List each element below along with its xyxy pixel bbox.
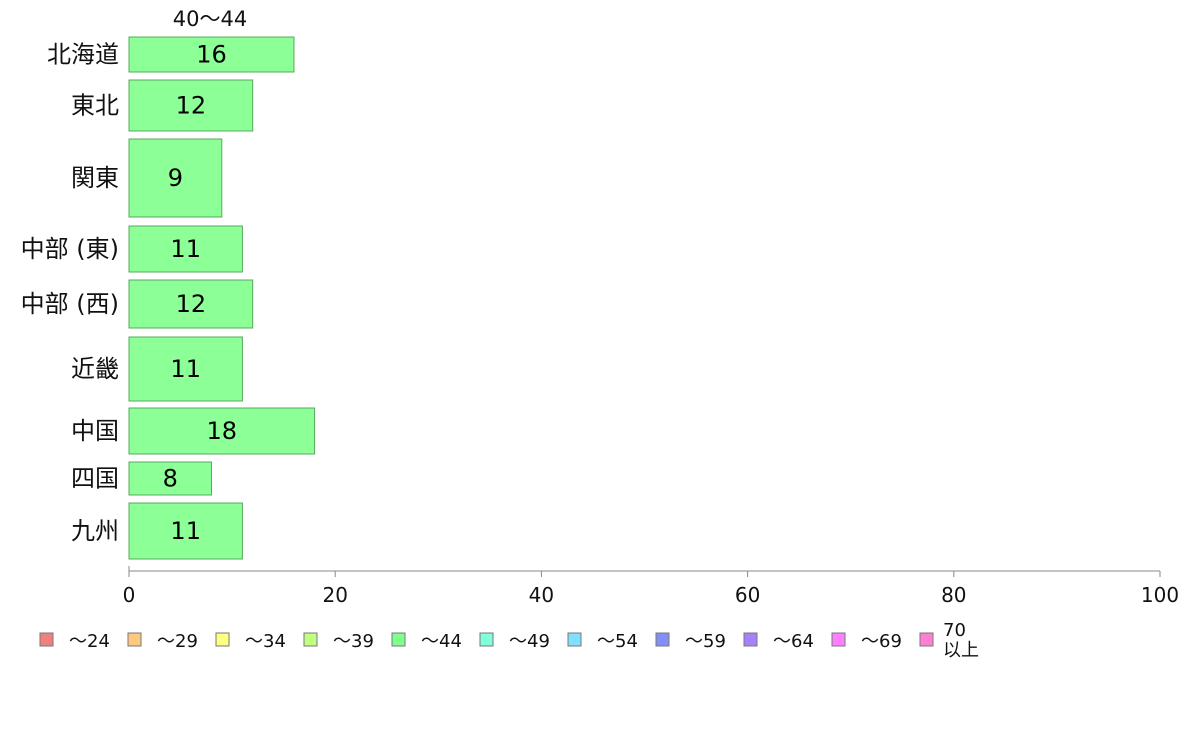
bar-value-label: 8: [163, 465, 178, 493]
x-tick-label: 20: [322, 583, 347, 607]
x-tick-label: 60: [735, 583, 760, 607]
bar-value-label: 11: [170, 355, 201, 383]
legend-swatch: [127, 632, 142, 647]
series-header: 40〜44: [173, 7, 247, 31]
bar: [128, 407, 316, 455]
legend-label: 〜34: [245, 631, 286, 652]
legend-label: 〜49: [509, 631, 550, 652]
x-tick-label: 40: [529, 583, 554, 607]
legend-label: 〜29: [157, 631, 198, 652]
bar: [128, 279, 254, 329]
legend-swatch: [303, 632, 318, 647]
category-label: 四国: [71, 465, 119, 493]
legend-swatch: [39, 632, 54, 647]
category-label: 中国: [71, 417, 119, 445]
legend-swatch: [567, 632, 582, 647]
bar: [128, 502, 243, 560]
legend-swatch: [215, 632, 230, 647]
legend-swatch: [743, 632, 758, 647]
bar-value-label: 11: [170, 235, 201, 263]
bar-value-label: 16: [196, 41, 227, 69]
x-axis: 0 20 40 60 80 100: [123, 566, 1179, 607]
bar-value-label: 11: [170, 517, 201, 545]
category-label: 中部 (東): [21, 235, 119, 263]
legend-swatch: [919, 632, 934, 647]
legend-label: 〜54: [597, 631, 638, 652]
legend-label: 〜69: [861, 631, 902, 652]
legend: 〜24 〜29 〜34 〜39 〜44 〜49 〜54 〜59 〜64 〜69 70 以上: [39, 620, 979, 661]
bar-value-label: 12: [176, 290, 207, 318]
bar-value-label: 18: [207, 417, 238, 445]
legend-label: 〜59: [685, 631, 726, 652]
bar-value-label: 12: [176, 92, 207, 120]
legend-label: 70 以上: [943, 620, 979, 661]
category-label: 近畿: [71, 355, 119, 383]
category-label: 北海道: [47, 41, 119, 69]
legend-swatch: [831, 632, 846, 647]
legend-swatch: [479, 632, 494, 647]
bar: [128, 225, 243, 273]
x-tick-label: 0: [123, 583, 136, 607]
legend-label: 〜64: [773, 631, 814, 652]
bars-group: 北海道 16 東北 12 関東 9 中部 (東) 11 中部 (西) 12 近畿 11 中国 18 四国 8 九…: [21, 36, 316, 560]
x-tick-label: 100: [1141, 583, 1179, 607]
bar-value-label: 9: [168, 164, 183, 192]
x-tick-label: 80: [941, 583, 966, 607]
bar: [128, 461, 212, 496]
bar: [128, 79, 254, 132]
legend-swatch: [391, 632, 406, 647]
category-label: 東北: [71, 92, 119, 120]
category-label: 関東: [71, 164, 119, 192]
legend-label: 〜44: [421, 631, 462, 652]
bar: [128, 36, 295, 73]
bar: [128, 138, 223, 218]
bar: [128, 336, 243, 402]
legend-label: 〜39: [333, 631, 374, 652]
category-label: 九州: [71, 517, 119, 545]
category-label: 中部 (西): [21, 290, 119, 318]
legend-swatch: [655, 632, 670, 647]
legend-label: 〜24: [69, 631, 110, 652]
